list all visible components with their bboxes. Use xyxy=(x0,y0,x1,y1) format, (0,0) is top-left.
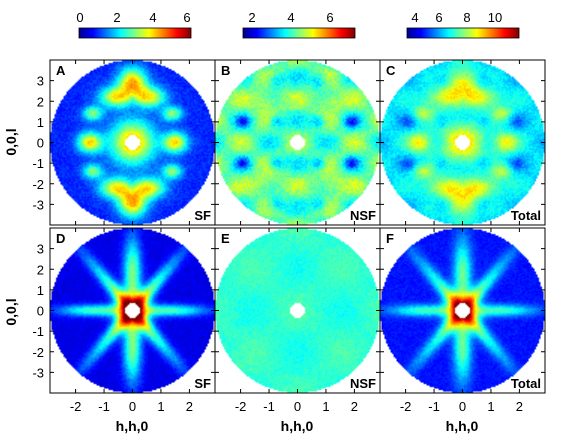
y-tick-label: -1 xyxy=(32,156,44,171)
y-tick-label: -1 xyxy=(32,324,44,339)
colorbar-1: 0 2 4 6 xyxy=(76,10,192,39)
y-tick-label: -3 xyxy=(32,197,44,212)
x-tick-label: 0 xyxy=(294,399,301,414)
panel-letter: A xyxy=(56,63,66,78)
heatmap-image xyxy=(380,228,545,393)
colorbar-3-tick: 10 xyxy=(488,10,502,25)
x-tick-label: -2 xyxy=(400,399,412,414)
y-tick-label: 0 xyxy=(37,136,44,151)
heatmap-image xyxy=(380,60,545,225)
colorbar-1-tick: 2 xyxy=(113,10,120,25)
panel-letter: C xyxy=(386,63,396,78)
x-tick-label: 2 xyxy=(186,399,193,414)
x-tick-label: 0 xyxy=(129,399,136,414)
panel-b: B NSF xyxy=(214,59,381,226)
panel-letter: D xyxy=(56,231,65,246)
y-tick-label: 1 xyxy=(37,283,44,298)
x-tick-label: 2 xyxy=(516,399,523,414)
x-tick-label: -2 xyxy=(235,399,247,414)
x-axis-label: h,h,0 xyxy=(446,418,479,434)
heatmap-image xyxy=(215,228,380,393)
colorbar-1-tick: 6 xyxy=(183,10,190,25)
x-axis-label: h,h,0 xyxy=(281,418,314,434)
x-tick-label: -2 xyxy=(70,399,82,414)
panel-tag: Total xyxy=(511,208,541,223)
y-tick-label: -2 xyxy=(32,177,44,192)
panel-tag: Total xyxy=(511,376,541,391)
y-tick-label: 2 xyxy=(37,262,44,277)
x-tick-label: -1 xyxy=(98,399,110,414)
x-tick-label: 1 xyxy=(322,399,329,414)
colorbar-2-tick: 4 xyxy=(287,10,294,25)
panels-grid: 3 2 1 0 -1 -2 -3 A SF B NSF C Total 3 2 1 0 -1 -2 -3 -2 -1 0 1 2… xyxy=(32,59,546,414)
colorbar-1-tick: 4 xyxy=(149,10,156,25)
y-tick-label: 3 xyxy=(37,242,44,257)
x-axis-label: h,h,0 xyxy=(116,418,149,434)
heatmap-image xyxy=(50,60,215,225)
panel-e: -2 -1 0 1 2 E NSF xyxy=(214,227,381,414)
x-tick-label: 1 xyxy=(157,399,164,414)
panel-letter: B xyxy=(221,63,230,78)
y-tick-label: 0 xyxy=(37,304,44,319)
panel-letter: E xyxy=(221,231,230,246)
panel-f: -2 -1 0 1 2 F Total xyxy=(379,227,546,414)
panel-a: 3 2 1 0 -1 -2 -3 A SF xyxy=(32,59,216,226)
heatmap-image xyxy=(215,60,380,225)
heatmap-image xyxy=(50,228,215,393)
colorbar-2-tick: 6 xyxy=(326,10,333,25)
panel-tag: NSF xyxy=(350,208,376,223)
colorbar-2-tick: 2 xyxy=(248,10,255,25)
x-tick-label: 0 xyxy=(459,399,466,414)
panel-d: 3 2 1 0 -1 -2 -3 -2 -1 0 1 2 D SF xyxy=(32,227,216,414)
colorbar-3-tick: 4 xyxy=(411,10,418,25)
y-tick-label: -2 xyxy=(32,345,44,360)
panel-c: C Total xyxy=(379,59,546,226)
y-axis-label: 0,0,l xyxy=(3,128,19,155)
colorbar-1-tick: 0 xyxy=(76,10,83,25)
colorbar-3-tick: 6 xyxy=(435,10,442,25)
colorbar-3-tick: 8 xyxy=(463,10,470,25)
panel-tag: NSF xyxy=(350,376,376,391)
x-tick-label: 2 xyxy=(351,399,358,414)
colorbar-2: 2 4 6 xyxy=(242,10,356,39)
y-tick-label: -3 xyxy=(32,365,44,380)
colorbar-3: 4 6 8 10 xyxy=(406,10,520,39)
panel-tag: SF xyxy=(194,208,211,223)
y-axis-label: 0,0,l xyxy=(3,298,19,325)
y-tick-label: 1 xyxy=(37,115,44,130)
panel-tag: SF xyxy=(194,376,211,391)
x-tick-label: 1 xyxy=(487,399,494,414)
x-tick-label: -1 xyxy=(263,399,275,414)
x-tick-label: -1 xyxy=(428,399,440,414)
panel-letter: F xyxy=(386,231,394,246)
y-tick-label: 2 xyxy=(37,94,44,109)
y-tick-label: 3 xyxy=(37,74,44,89)
